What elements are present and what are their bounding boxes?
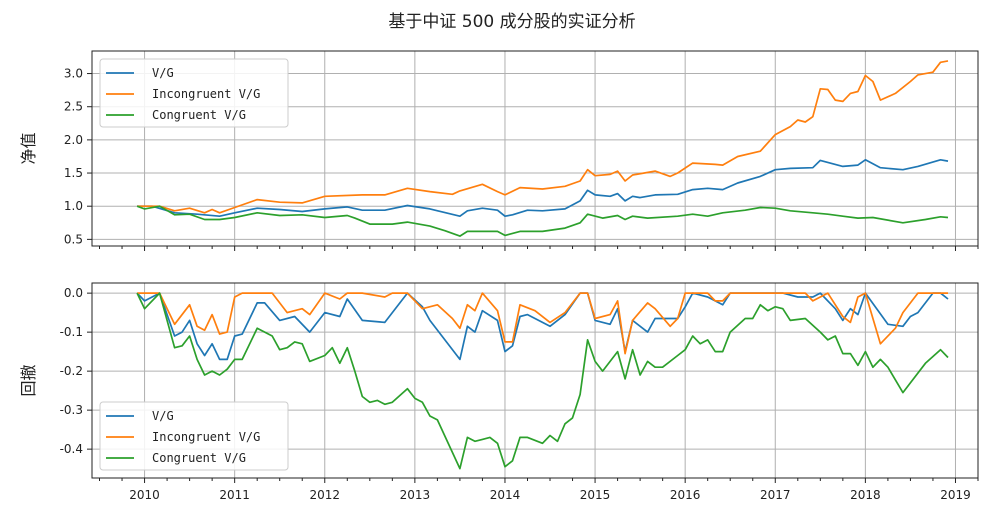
y-axis-label: 净值 (19, 132, 38, 164)
legend-label: V/G (152, 66, 174, 80)
chart-title: 基于中证 500 成分股的实证分析 (388, 12, 635, 32)
y-tick-label: 3.0 (64, 67, 83, 81)
y-tick-label: 2.5 (64, 100, 83, 114)
x-tick-label: 2013 (400, 488, 431, 502)
axes-frame (91, 282, 979, 479)
y-tick-label: 2.0 (64, 133, 83, 147)
y-tick-label: 1.0 (64, 199, 83, 213)
x-tick-label: 2016 (670, 488, 701, 502)
x-tick-label: 2019 (940, 488, 971, 502)
x-tick-label: 2012 (309, 488, 340, 502)
series-line-congruent-v-g (136, 292, 949, 470)
subplot-1: 0.5 1.0 1.5 2.0 2.5 3.0 净值 V/G Incongruent V/G Co… (19, 50, 979, 251)
x-tick-label: 2017 (760, 488, 791, 502)
y-tick-label: -0.3 (60, 403, 83, 417)
series-line-v-g (136, 292, 949, 361)
x-tick-label: 2014 (490, 488, 521, 502)
legend-label: V/G (152, 409, 174, 423)
y-tick-label: -0.4 (60, 442, 83, 456)
y-tick-label: 0.0 (64, 286, 83, 300)
x-tick-label: 2015 (580, 488, 611, 502)
y-tick-label: -0.2 (60, 364, 83, 378)
legend-label: Congruent V/G (152, 451, 246, 465)
series-line-congruent-v-g (136, 205, 949, 237)
y-tick-label: 0.5 (64, 232, 83, 246)
axes-frame (91, 50, 979, 247)
x-tick-label: 2010 (129, 488, 160, 502)
series-line-incongruent-v-g (137, 292, 948, 355)
x-tick-label: 2011 (219, 488, 250, 502)
y-axis-label: 回撤 (19, 364, 38, 396)
y-tick-label: -0.1 (60, 325, 83, 339)
subplot-2: 2010 2011 2012 2013 2014 2015 2016 2017 2018 2019… (19, 282, 979, 502)
legend: V/G Incongruent V/G Congruent V/G (99, 401, 289, 471)
x-tick-label: 2018 (850, 488, 881, 502)
legend: V/G Incongruent V/G Congruent V/G (99, 58, 289, 128)
legend-label: Incongruent V/G (152, 87, 260, 101)
series-line-incongruent-v-g (137, 60, 949, 214)
legend-label: Congruent V/G (152, 108, 246, 122)
y-tick-label: 1.5 (64, 166, 83, 180)
legend-label: Incongruent V/G (152, 430, 260, 444)
series-line-v-g (137, 158, 949, 218)
legend-box (99, 58, 289, 128)
legend-box (99, 401, 289, 471)
